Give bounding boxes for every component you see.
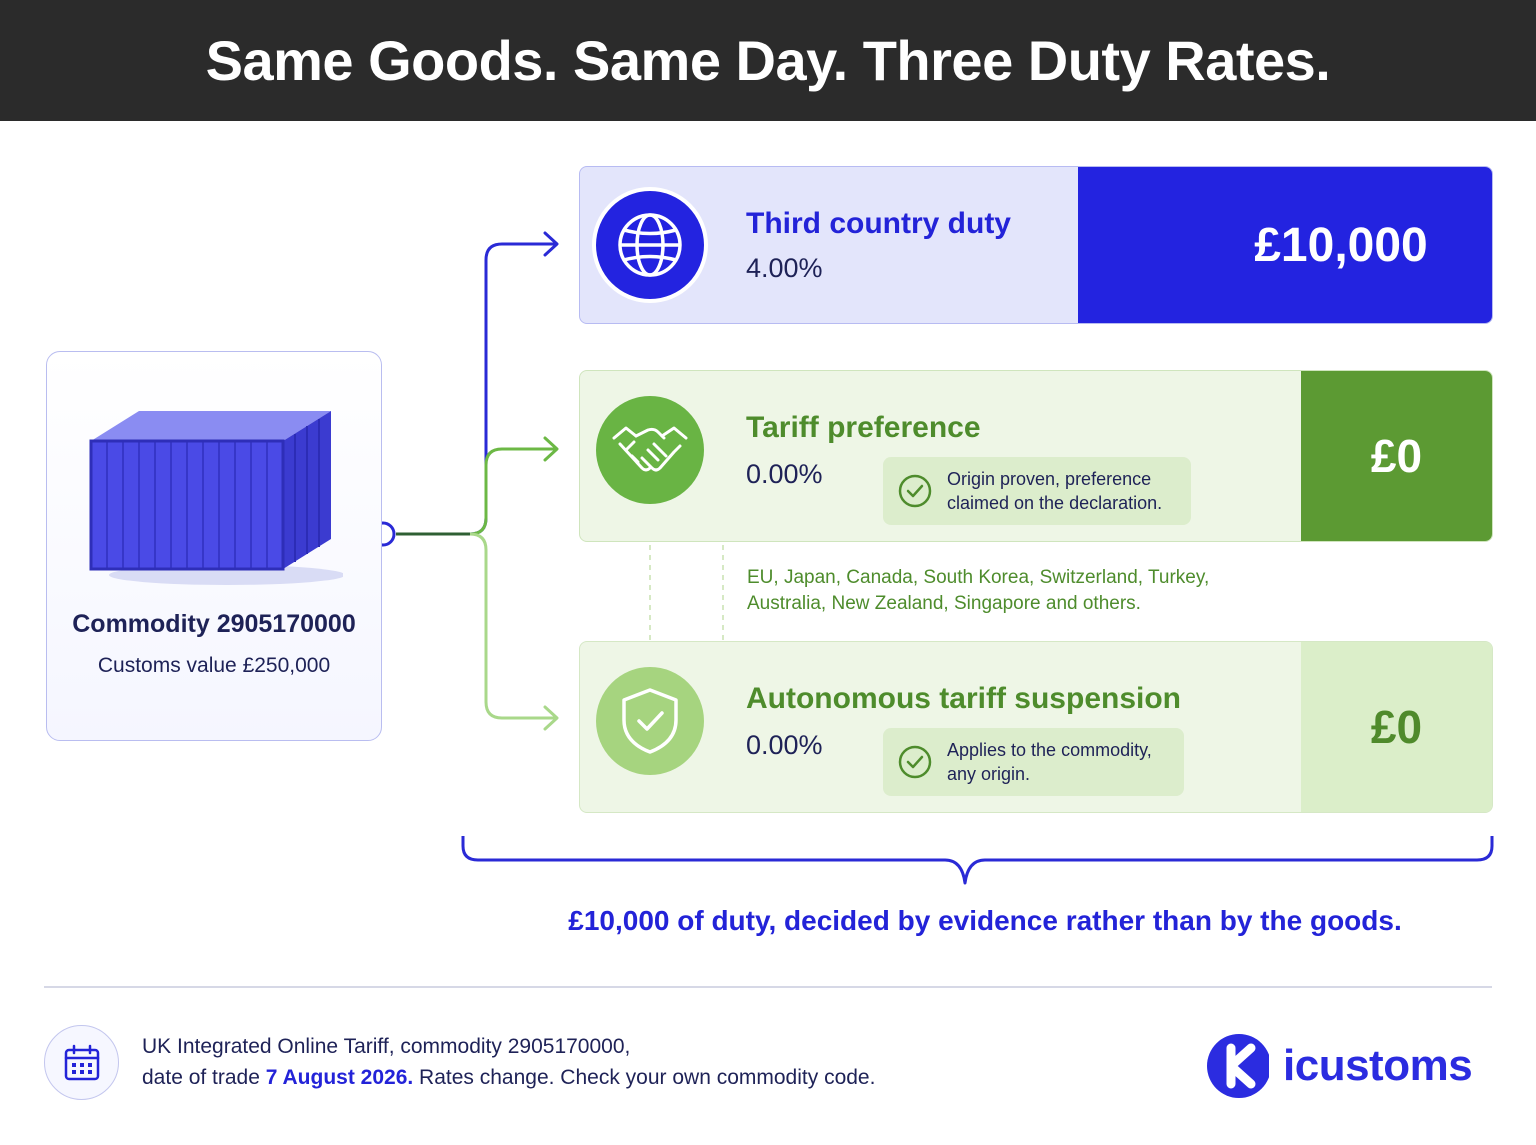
source-suffix: Rates change. Check your own commodity c… <box>413 1066 876 1089</box>
handshake-icon <box>596 396 704 504</box>
note-text: Origin proven, preference claimed on the… <box>947 469 1163 513</box>
rate-title: Third country duty <box>746 207 1011 240</box>
commodity-code: Commodity 2905170000 <box>72 610 356 638</box>
duty-amount: £0 <box>1301 642 1492 812</box>
icustoms-logo-icon <box>1207 1034 1269 1098</box>
rate-card-tariff-preference: Tariff preference 0.00% Origin proven, p… <box>579 370 1493 542</box>
duty-amount: £0 <box>1301 371 1492 541</box>
rate-percentage: 4.00% <box>746 253 823 283</box>
note-text: Applies to the commodity, any origin. <box>947 740 1152 784</box>
conclusion-text: £10,000 of duty, decided by evidence rat… <box>568 905 1402 936</box>
shield-check-icon <box>596 667 704 775</box>
calendar-icon <box>44 1025 119 1100</box>
check-circle-icon <box>898 474 932 508</box>
check-circle-icon <box>898 745 932 779</box>
source-note: UK Integrated Online Tariff, commodity 2… <box>142 1031 875 1093</box>
preference-countries: EU, Japan, Canada, South Korea, Switzerl… <box>747 567 1210 614</box>
preference-note: Origin proven, preference claimed on the… <box>883 457 1191 525</box>
rate-percentage: 0.00% <box>746 730 823 760</box>
suspension-note: Applies to the commodity, any origin. <box>883 728 1184 796</box>
rate-title: Tariff preference <box>746 411 981 444</box>
shipping-container-icon <box>89 411 343 585</box>
brand-logo: icustoms <box>1205 1031 1473 1101</box>
header-bar: Same Goods. Same Day. Three Duty Rates. <box>0 0 1536 121</box>
rate-title: Autonomous tariff suspension <box>746 682 1181 715</box>
commodity-card: Commodity 2905170000 Customs value £250,… <box>46 351 382 741</box>
duty-amount: £10,000 <box>1078 167 1492 323</box>
rate-card-autonomous-suspension: Autonomous tariff suspension 0.00% Appli… <box>579 641 1493 813</box>
page-title: Same Goods. Same Day. Three Duty Rates. <box>205 29 1331 92</box>
globe-icon <box>596 191 704 299</box>
rate-card-third-country: Third country duty 4.00% £10,000 <box>579 166 1493 324</box>
footer-divider <box>44 986 1492 988</box>
source-line-2: date of trade 7 August 2026. Rates chang… <box>142 1062 875 1093</box>
brand-name: icustoms <box>1283 1041 1473 1090</box>
customs-value: Customs value £250,000 <box>97 654 331 677</box>
source-prefix: date of trade <box>142 1066 266 1089</box>
rate-percentage: 0.00% <box>746 459 823 489</box>
source-line-1: UK Integrated Online Tariff, commodity 2… <box>142 1035 631 1058</box>
trade-date: 7 August 2026. <box>265 1066 414 1089</box>
